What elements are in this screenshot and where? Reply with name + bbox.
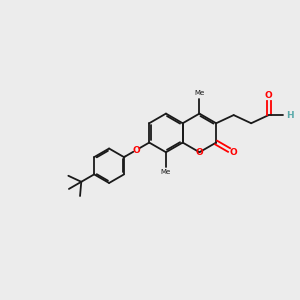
Text: O: O xyxy=(265,91,273,100)
Text: O: O xyxy=(229,148,237,157)
Text: O: O xyxy=(132,146,140,154)
Text: Me: Me xyxy=(161,169,171,175)
Text: O: O xyxy=(196,148,203,157)
Text: H: H xyxy=(286,111,293,120)
Text: Me: Me xyxy=(194,90,205,96)
